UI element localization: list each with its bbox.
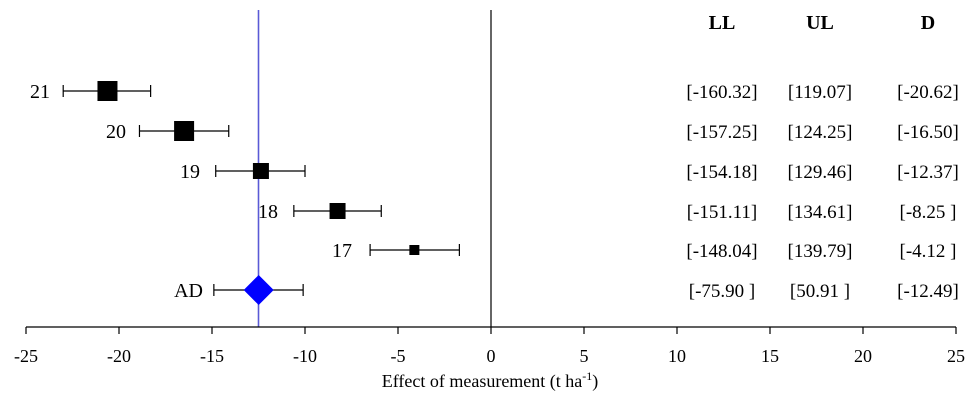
pooled-diamond-marker <box>243 275 274 305</box>
row-label: 17 <box>332 240 352 262</box>
row-label: 21 <box>30 81 50 103</box>
table-cell-ll: [-151.11] <box>687 202 758 223</box>
x-tick-label: 15 <box>761 346 779 366</box>
table-header-d: D <box>921 12 935 34</box>
x-axis-title: Effect of measurement (t ha-1) <box>382 369 599 392</box>
x-tick-label: 20 <box>854 346 872 366</box>
x-tick-label: -15 <box>200 346 224 366</box>
x-tick-label: -20 <box>107 346 131 366</box>
x-tick-label: 5 <box>580 346 589 366</box>
x-tick-label: 25 <box>947 346 965 366</box>
row-label: 20 <box>106 121 126 143</box>
table-cell-ul: [134.61] <box>788 202 853 223</box>
x-tick-label: -25 <box>14 346 38 366</box>
row-label: 19 <box>180 161 200 183</box>
effect-marker <box>252 163 269 179</box>
table-cell-d: [-4.12 ] <box>900 241 957 262</box>
table-cell-ll: [-148.04] <box>686 241 757 262</box>
effect-marker <box>174 121 195 141</box>
table-cell-ll: [-154.18] <box>686 162 757 183</box>
effect-marker <box>329 203 346 219</box>
table-cell-d: [-8.25 ] <box>900 202 957 223</box>
x-tick-label: 10 <box>668 346 686 366</box>
table-cell-d: [-20.62] <box>897 82 959 103</box>
x-tick-label: -5 <box>391 346 406 366</box>
x-axis: -25 -20 -15 -10 -5 0 5 10 15 20 25 <box>14 326 965 366</box>
x-tick-label: 0 <box>487 346 496 366</box>
reference-lines <box>257 10 492 327</box>
table-cell-d: [-16.50] <box>897 122 959 143</box>
interval-table: LL UL D [-160.32] [119.07] [-20.62] [-157.25] [… <box>686 12 958 302</box>
table-cell-ll: [-160.32] <box>686 82 757 103</box>
x-tick-label: -10 <box>293 346 317 366</box>
table-cell-ul: [50.91 ] <box>790 281 850 302</box>
effect-marker <box>409 245 420 255</box>
table-cell-d: [-12.49] <box>897 281 959 302</box>
effect-marker <box>97 81 118 101</box>
table-cell-d: [-12.37] <box>897 162 959 183</box>
table-cell-ul: [124.25] <box>788 122 853 143</box>
table-cell-ll: [-157.25] <box>686 122 757 143</box>
table-cell-ll: [-75.90 ] <box>689 281 755 302</box>
row-labels: 21 20 19 18 17 AD <box>30 81 352 302</box>
table-cell-ul: [129.46] <box>788 162 853 183</box>
table-header-ul: UL <box>806 12 834 34</box>
table-header-ll: LL <box>709 12 736 34</box>
plot-markers <box>62 81 460 305</box>
table-cell-ul: [119.07] <box>788 82 852 103</box>
overall-label: AD <box>174 280 203 302</box>
table-cell-ul: [139.79] <box>788 241 853 262</box>
row-label: 18 <box>258 201 278 223</box>
